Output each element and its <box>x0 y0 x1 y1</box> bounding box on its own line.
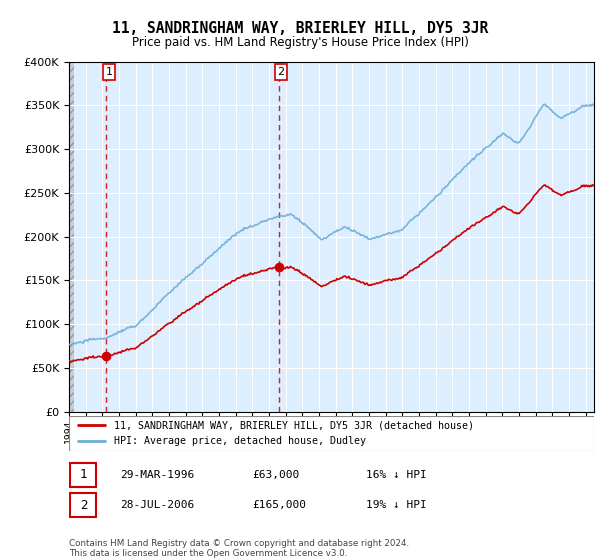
Text: Price paid vs. HM Land Registry's House Price Index (HPI): Price paid vs. HM Land Registry's House … <box>131 36 469 49</box>
Bar <box>70 493 97 517</box>
Text: HPI: Average price, detached house, Dudley: HPI: Average price, detached house, Dudl… <box>113 436 365 446</box>
Text: 16% ↓ HPI: 16% ↓ HPI <box>366 470 427 480</box>
Bar <box>52 62 74 412</box>
Text: 2: 2 <box>80 498 87 512</box>
Text: 11, SANDRINGHAM WAY, BRIERLEY HILL, DY5 3JR: 11, SANDRINGHAM WAY, BRIERLEY HILL, DY5 … <box>112 21 488 36</box>
Text: 28-JUL-2006: 28-JUL-2006 <box>120 500 194 510</box>
Text: 29-MAR-1996: 29-MAR-1996 <box>120 470 194 480</box>
Bar <box>70 463 97 487</box>
Text: 2: 2 <box>277 67 284 77</box>
Text: 11, SANDRINGHAM WAY, BRIERLEY HILL, DY5 3JR (detached house): 11, SANDRINGHAM WAY, BRIERLEY HILL, DY5 … <box>113 420 473 430</box>
Bar <box>52 62 74 412</box>
Text: £165,000: £165,000 <box>252 500 306 510</box>
Text: 19% ↓ HPI: 19% ↓ HPI <box>366 500 427 510</box>
Text: 1: 1 <box>106 67 112 77</box>
Text: Contains HM Land Registry data © Crown copyright and database right 2024.
This d: Contains HM Land Registry data © Crown c… <box>69 539 409 558</box>
Text: £63,000: £63,000 <box>252 470 299 480</box>
Text: 1: 1 <box>80 468 87 482</box>
